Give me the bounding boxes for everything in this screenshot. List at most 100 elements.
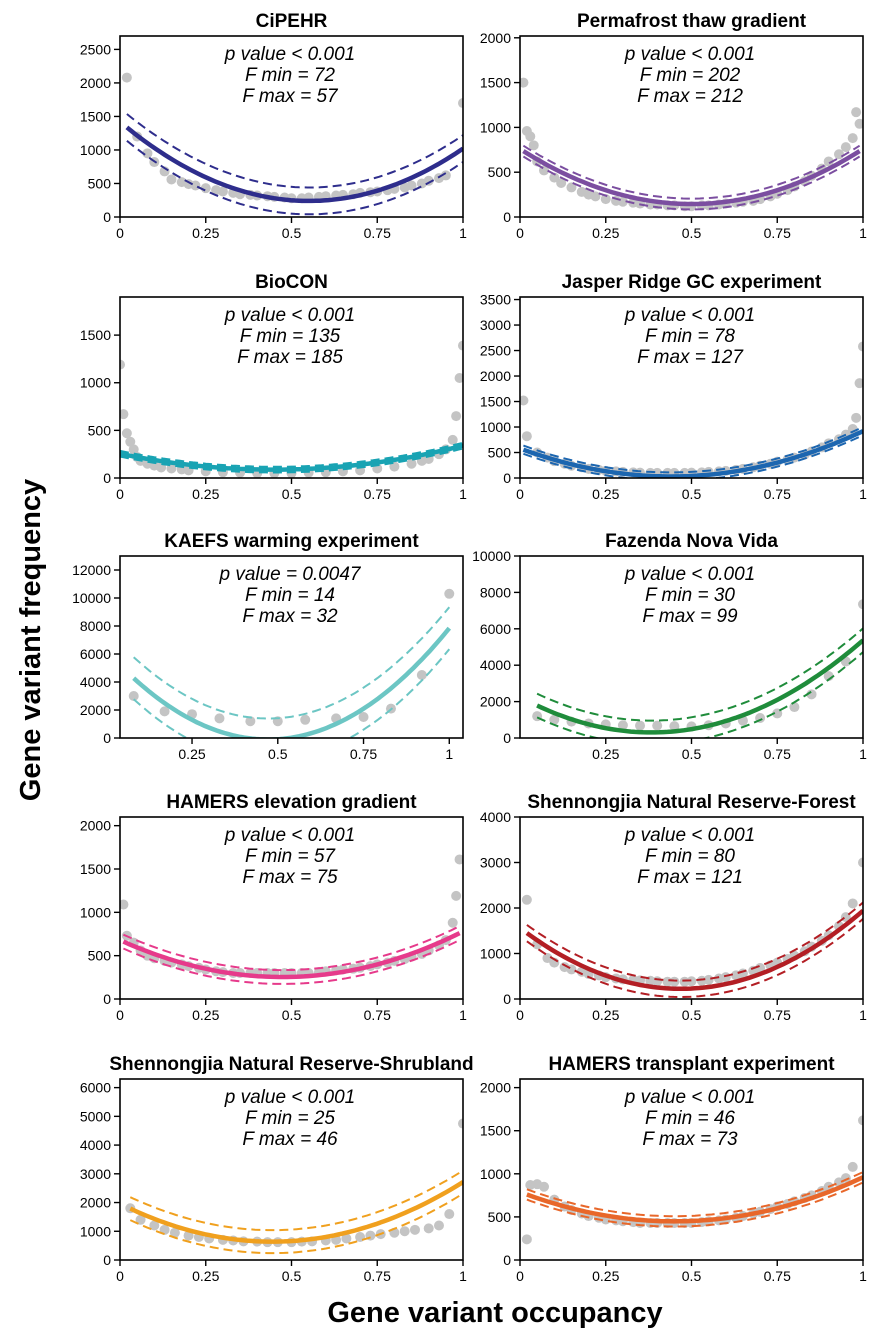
stat-annotation: F min = 46 (645, 1108, 735, 1129)
y-tick-label: 500 (88, 175, 112, 191)
data-point (847, 133, 858, 144)
y-tick-label: 12000 (72, 562, 111, 578)
y-tick-label: 2000 (80, 818, 111, 834)
x-tick-label: 0.25 (592, 225, 619, 241)
fit-line (132, 626, 452, 738)
panel-title: Fazenda Nova Vida (605, 531, 778, 552)
x-tick-label: 0.25 (592, 1007, 619, 1023)
x-tick-label: 0.75 (764, 746, 791, 762)
fit-line (125, 125, 463, 204)
data-point (458, 340, 463, 351)
ci-lower-line (126, 140, 463, 216)
data-point (858, 857, 863, 868)
x-axis-label: Gene variant occupancy (327, 1297, 662, 1329)
panel-title: HAMERS transplant experiment (548, 1054, 835, 1075)
data-point (549, 714, 560, 725)
data-point (617, 720, 628, 731)
ci-upper-line (123, 925, 461, 972)
ci-upper-line (120, 441, 463, 468)
chart-panel: HAMERS transplant experiment 0 500 1000 1500… (480, 1054, 867, 1284)
stat-annotation: p value < 0.001 (224, 825, 355, 846)
data-point (662, 976, 673, 987)
data-point (635, 720, 646, 731)
plot-area (521, 1115, 863, 1245)
data-point (214, 713, 225, 724)
x-tick-label: 0 (116, 1268, 124, 1284)
chart-panel: HAMERS elevation gradient 0 500 1000 1500 200… (80, 792, 467, 1023)
y-tick-label: 2000 (480, 368, 511, 384)
panel-title: HAMERS elevation gradient (166, 792, 417, 813)
x-tick-label: 0.75 (364, 1007, 391, 1023)
ci-upper-line (526, 1171, 863, 1218)
y-tick-label: 2500 (80, 41, 111, 57)
data-point (200, 183, 211, 194)
y-tick-label: 2000 (480, 900, 511, 916)
y-tick-label: 1000 (480, 1166, 511, 1182)
x-tick-label: 0.5 (682, 486, 702, 502)
y-tick-label: 0 (103, 470, 111, 486)
stat-annotation: p value < 0.001 (624, 1087, 755, 1108)
data-point (120, 899, 129, 910)
y-tick-label: 1000 (80, 1223, 111, 1239)
x-tick-label: 0.75 (764, 486, 791, 502)
data-point (409, 1224, 420, 1235)
data-point (854, 118, 863, 129)
data-point (851, 107, 862, 118)
x-tick-label: 1 (459, 1007, 467, 1023)
ci-lower-line (122, 939, 461, 985)
x-tick-label: 0.5 (682, 225, 702, 241)
data-point (341, 1233, 352, 1244)
plot-area (125, 1118, 463, 1255)
x-tick-label: 1 (859, 1268, 867, 1284)
x-tick-label: 0.25 (192, 1007, 219, 1023)
data-point (600, 194, 611, 205)
y-tick-label: 1000 (80, 904, 111, 920)
data-point (806, 689, 817, 700)
y-tick-label: 2000 (80, 75, 111, 91)
stat-annotation: F max = 46 (242, 1129, 338, 1150)
y-tick-label: 1500 (480, 1123, 511, 1139)
stat-annotation: F max = 57 (242, 86, 339, 107)
data-point (520, 395, 529, 406)
data-point (858, 341, 863, 352)
data-point (121, 428, 132, 439)
chart-panel: CiPEHR 0 500 1000 1500 2000 2500 0 0.25 0.5 0.75 1 p… (80, 11, 467, 241)
stat-annotation: F min = 14 (245, 585, 335, 606)
stat-annotation: F min = 135 (240, 326, 341, 347)
x-tick-label: 0.5 (282, 1007, 302, 1023)
stat-annotation: F min = 202 (640, 65, 741, 86)
data-point (120, 359, 125, 370)
y-tick-label: 500 (488, 1209, 512, 1225)
data-point (447, 434, 458, 445)
x-tick-label: 0 (116, 225, 124, 241)
data-point (521, 1234, 532, 1245)
x-tick-label: 0.75 (364, 1268, 391, 1284)
data-point (539, 1181, 550, 1192)
chart-panel: Fazenda Nova Vida 0 2000 4000 6000 8000 10000 0… (472, 531, 867, 762)
data-point (399, 1226, 410, 1237)
chart-panel: KAEFS warming experiment 0 2000 4000 6000 800… (72, 531, 464, 762)
ci-lower-line (120, 447, 463, 474)
y-tick-label: 0 (503, 209, 511, 225)
ci-lower-line (522, 155, 861, 211)
data-point (166, 174, 177, 185)
x-tick-label: 0 (516, 486, 524, 502)
ci-lower-line (526, 918, 863, 998)
stat-annotation: F max = 127 (637, 347, 744, 368)
x-tick-label: 1 (859, 486, 867, 502)
chart-panel: Shennongjia Natural Reserve-Forest 0 1000 2… (480, 792, 867, 1023)
y-tick-label: 0 (103, 209, 111, 225)
data-point (406, 458, 417, 469)
y-tick-label: 6000 (480, 621, 511, 637)
chart-panel: Shennongjia Natural Reserve-Shrubland010… (80, 1054, 474, 1284)
data-point (423, 1223, 434, 1234)
x-tick-label: 0.5 (682, 1268, 702, 1284)
stat-annotation: F max = 32 (242, 606, 338, 627)
data-point (142, 148, 153, 159)
x-tick-label: 0.5 (682, 746, 702, 762)
data-point (454, 372, 463, 383)
data-point (556, 177, 567, 188)
ci-upper-line (523, 426, 863, 474)
y-tick-label: 1000 (80, 142, 111, 158)
y-tick-label: 1000 (480, 419, 511, 435)
